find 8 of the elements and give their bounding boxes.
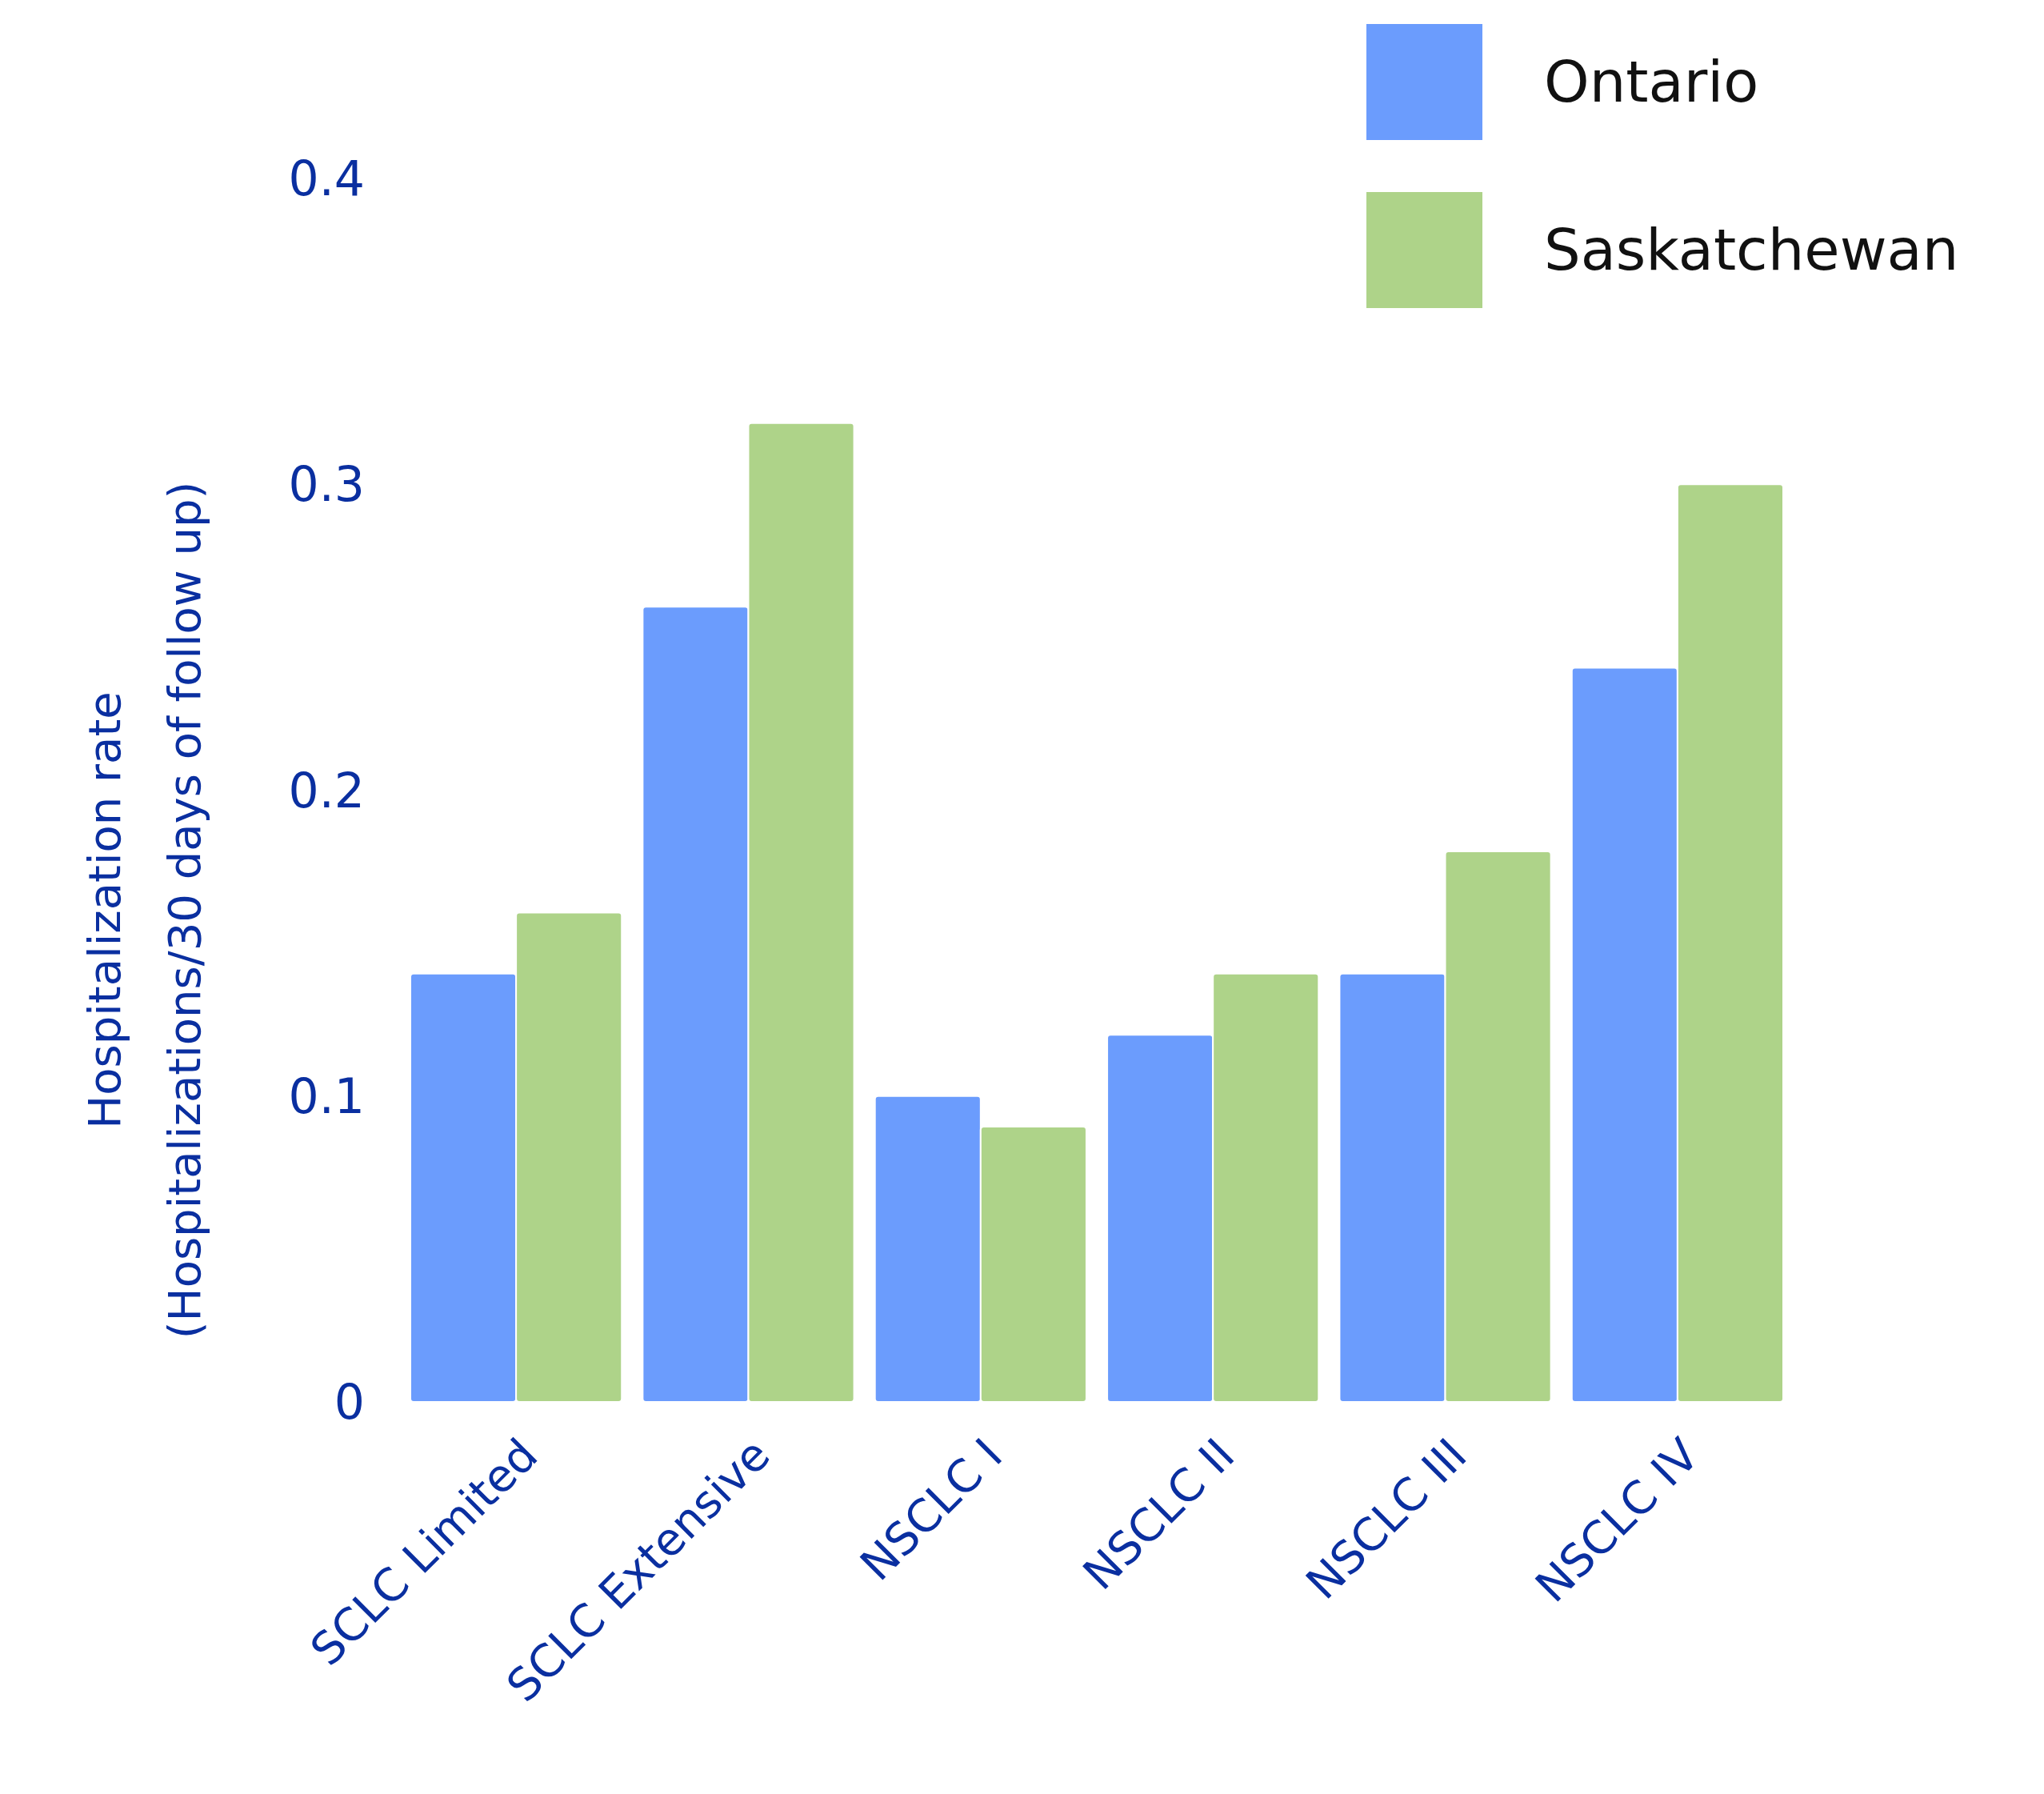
legend-label: Saskatchewan — [1544, 216, 1959, 284]
y-tick-label: 0 — [334, 1374, 365, 1430]
legend-label: Ontario — [1544, 48, 1759, 116]
y-tick-label: 0.2 — [288, 762, 365, 819]
y-tick-label: 0.1 — [288, 1067, 365, 1124]
y-tick-label: 0.3 — [288, 456, 365, 513]
y-axis-title: Hospitalization rate (Hospitalizations/30 days of follow up) — [78, 481, 210, 1339]
y-tick-label: 0.4 — [288, 150, 365, 206]
